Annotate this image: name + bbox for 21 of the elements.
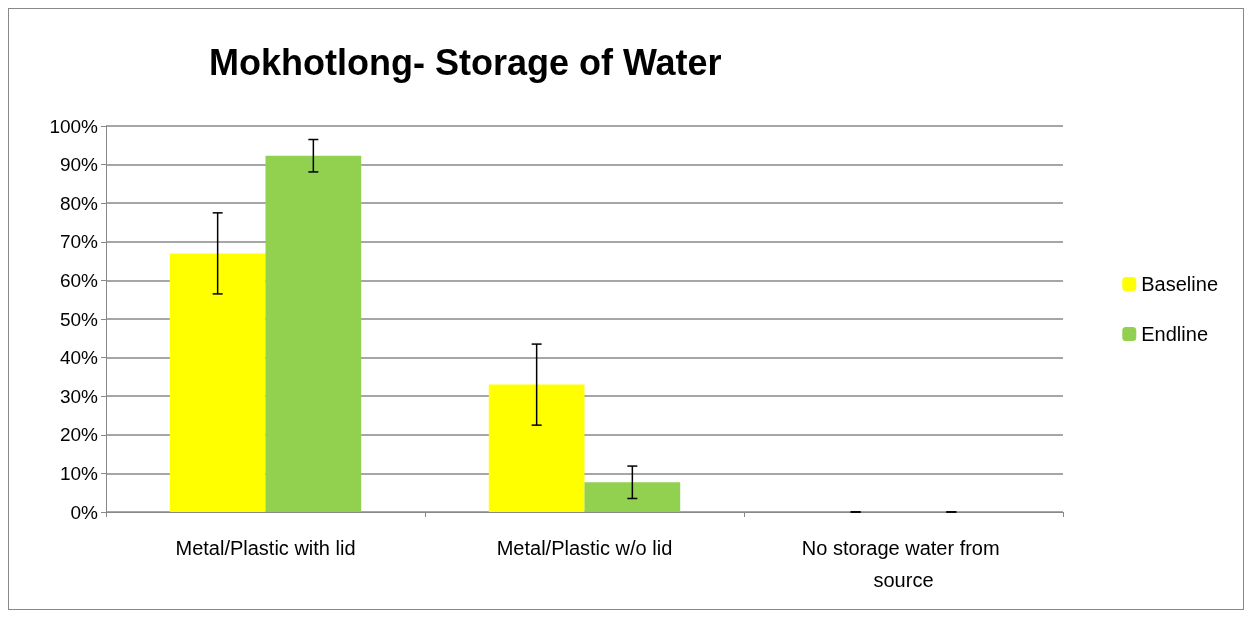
y-tick-label: 90% xyxy=(59,154,99,176)
y-tick-label: 10% xyxy=(59,462,99,484)
y-tick-label: 30% xyxy=(59,385,99,407)
x-tick-label: Metal/Plastic with lid xyxy=(175,537,356,559)
legend-label: Baseline xyxy=(1141,273,1218,295)
y-tick-label: 40% xyxy=(59,347,99,369)
y-tick-label: 50% xyxy=(59,308,99,330)
y-tick-label: 60% xyxy=(59,269,99,291)
y-tick-label: 80% xyxy=(59,192,99,214)
y-tick-label: 100% xyxy=(49,115,99,137)
bar xyxy=(488,384,585,512)
y-tick-label: 70% xyxy=(59,231,99,253)
x-tick-label: No storage water from source xyxy=(801,537,1006,591)
bar xyxy=(169,253,266,512)
y-tick-label: 0% xyxy=(70,501,99,523)
chart-title: Mokhotlong- Storage of Water xyxy=(209,41,722,83)
y-tick-label: 20% xyxy=(59,424,99,446)
bar xyxy=(265,155,362,512)
bar xyxy=(584,482,681,512)
legend-label: Endline xyxy=(1141,323,1208,345)
x-tick-label: Metal/Plastic w/o lid xyxy=(496,537,673,559)
